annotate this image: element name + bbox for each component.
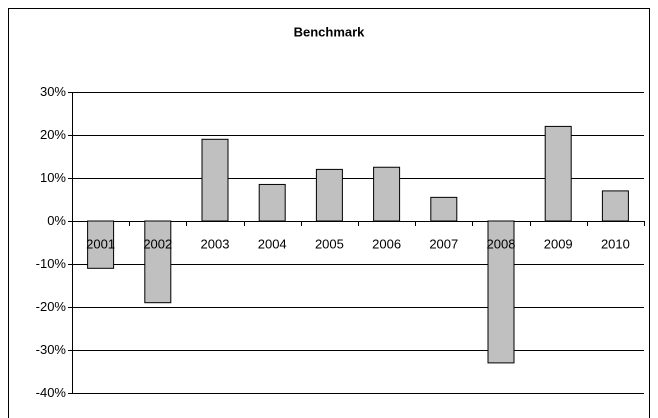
x-tick-label: 2001 (86, 236, 115, 251)
bar (144, 220, 172, 304)
x-tick-label: 2007 (429, 236, 458, 251)
x-tick-label: 2010 (601, 236, 630, 251)
bar (544, 125, 572, 222)
x-tick-label: 2004 (258, 236, 287, 251)
y-tick-label: -20% (36, 299, 67, 314)
bar (315, 168, 343, 222)
chart-title: Benchmark (294, 24, 366, 39)
y-tick-label: 0% (47, 213, 66, 228)
x-tick-label: 2009 (544, 236, 573, 251)
x-tick-label: 2002 (143, 236, 172, 251)
y-tick-label: 30% (40, 84, 66, 99)
bar (87, 220, 115, 269)
y-tick-label: 20% (40, 127, 66, 142)
bar (487, 220, 515, 364)
y-tick-label: -10% (36, 256, 67, 271)
bar (201, 138, 229, 222)
y-tick-label: 10% (40, 170, 66, 185)
y-tick-label: -40% (36, 385, 67, 400)
bar (601, 190, 629, 222)
x-tick-label: 2008 (487, 236, 516, 251)
bar (430, 196, 458, 222)
x-tick-label: 2005 (315, 236, 344, 251)
bar (258, 183, 286, 222)
bar (373, 166, 401, 222)
y-tick-label: -30% (36, 342, 67, 357)
x-tick-label: 2003 (201, 236, 230, 251)
x-tick-label: 2006 (372, 236, 401, 251)
